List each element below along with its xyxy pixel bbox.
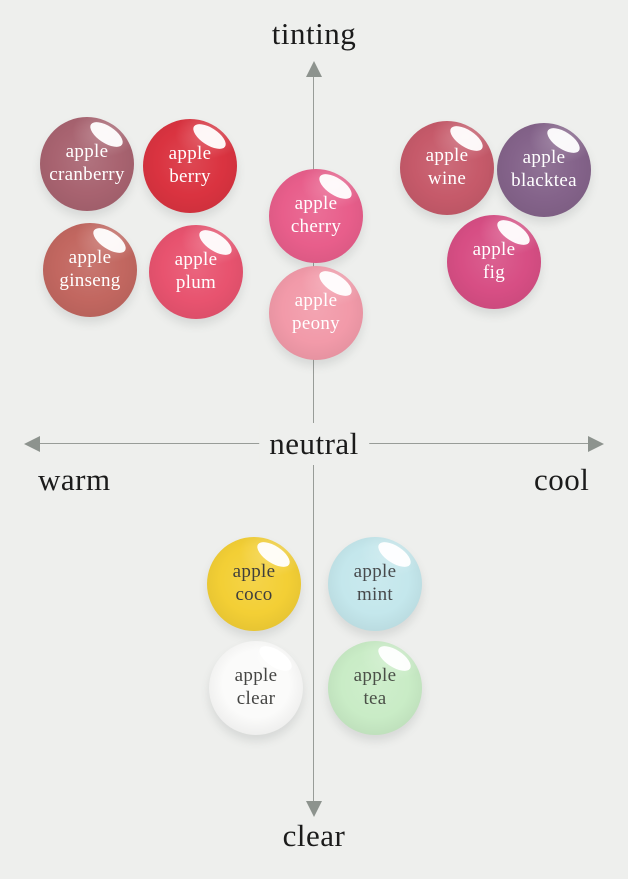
swatch-apple-wine: apple wine: [400, 121, 494, 215]
swatch-label-line2: ginseng: [59, 270, 121, 291]
swatch-apple-fig: apple fig: [447, 215, 541, 309]
swatch-label-line1: apple: [472, 239, 516, 260]
swatch-apple-ginseng: apple ginseng: [43, 223, 137, 317]
swatch-apple-berry: apple berry: [143, 119, 237, 213]
swatch-label: apple plum: [175, 248, 218, 294]
swatch-apple-plum: apple plum: [149, 225, 243, 319]
arrow-right-icon: [588, 436, 604, 452]
swatch-apple-cherry: apple cherry: [269, 169, 363, 263]
swatch-label-line1: apple: [65, 141, 109, 162]
swatch-label: apple cherry: [291, 192, 341, 238]
axis-label-neutral: neutral: [259, 423, 369, 465]
swatch-label-line2: coco: [235, 584, 273, 605]
swatch-label-line2: clear: [236, 688, 276, 709]
swatch-label-line2: fig: [482, 262, 505, 283]
swatch-label-line2: mint: [356, 584, 394, 605]
swatch-label-line2: berry: [169, 166, 211, 187]
swatch-label-line1: apple: [353, 665, 397, 686]
swatch-label-line1: apple: [294, 290, 338, 311]
arrow-left-icon: [24, 436, 40, 452]
axis-label-cool: cool: [534, 462, 590, 497]
swatch-label-line2: wine: [427, 168, 467, 189]
swatch-label: apple cranberry: [49, 140, 124, 186]
swatch-apple-mint: apple mint: [328, 537, 422, 631]
swatch-apple-clear: apple clear: [209, 641, 303, 735]
swatch-label: apple blacktea: [511, 146, 577, 192]
swatch-apple-blacktea: apple blacktea: [497, 123, 591, 217]
swatch-label-line2: cranberry: [49, 164, 125, 185]
swatch-label-line2: blacktea: [511, 170, 577, 191]
axis-label-clear: clear: [282, 818, 346, 853]
swatch-apple-cranberry: apple cranberry: [40, 117, 134, 211]
swatch-label-line1: apple: [294, 193, 338, 214]
swatch-label-line1: apple: [174, 249, 218, 270]
swatch-label-line1: apple: [234, 665, 278, 686]
swatch-label-line2: cherry: [290, 216, 342, 237]
axis-label-tinting: tinting: [271, 16, 357, 51]
swatch-label-line2: plum: [175, 272, 217, 293]
arrow-down-icon: [306, 801, 322, 817]
swatch-label-line2: peony: [292, 313, 340, 334]
swatch-label-line2: tea: [363, 688, 387, 709]
swatch-label: apple berry: [169, 142, 212, 188]
swatch-label-line1: apple: [68, 247, 112, 268]
swatch-apple-tea: apple tea: [328, 641, 422, 735]
swatch-apple-peony: apple peony: [269, 266, 363, 360]
swatch-label-line1: apple: [522, 147, 566, 168]
swatch-label: apple mint: [354, 560, 397, 606]
axis-label-warm: warm: [38, 462, 111, 497]
swatch-label: apple tea: [354, 664, 397, 710]
swatch-label: apple fig: [473, 238, 516, 284]
swatch-label: apple coco: [233, 560, 276, 606]
swatch-apple-coco: apple coco: [207, 537, 301, 631]
swatch-label: apple clear: [235, 664, 278, 710]
swatch-label: apple wine: [426, 144, 469, 190]
swatch-label-line1: apple: [353, 561, 397, 582]
arrow-up-icon: [306, 61, 322, 77]
swatch-label-line1: apple: [232, 561, 276, 582]
swatch-label: apple ginseng: [59, 246, 120, 292]
swatch-label-line1: apple: [425, 145, 469, 166]
swatch-label: apple peony: [292, 289, 340, 335]
swatch-label-line1: apple: [168, 143, 212, 164]
